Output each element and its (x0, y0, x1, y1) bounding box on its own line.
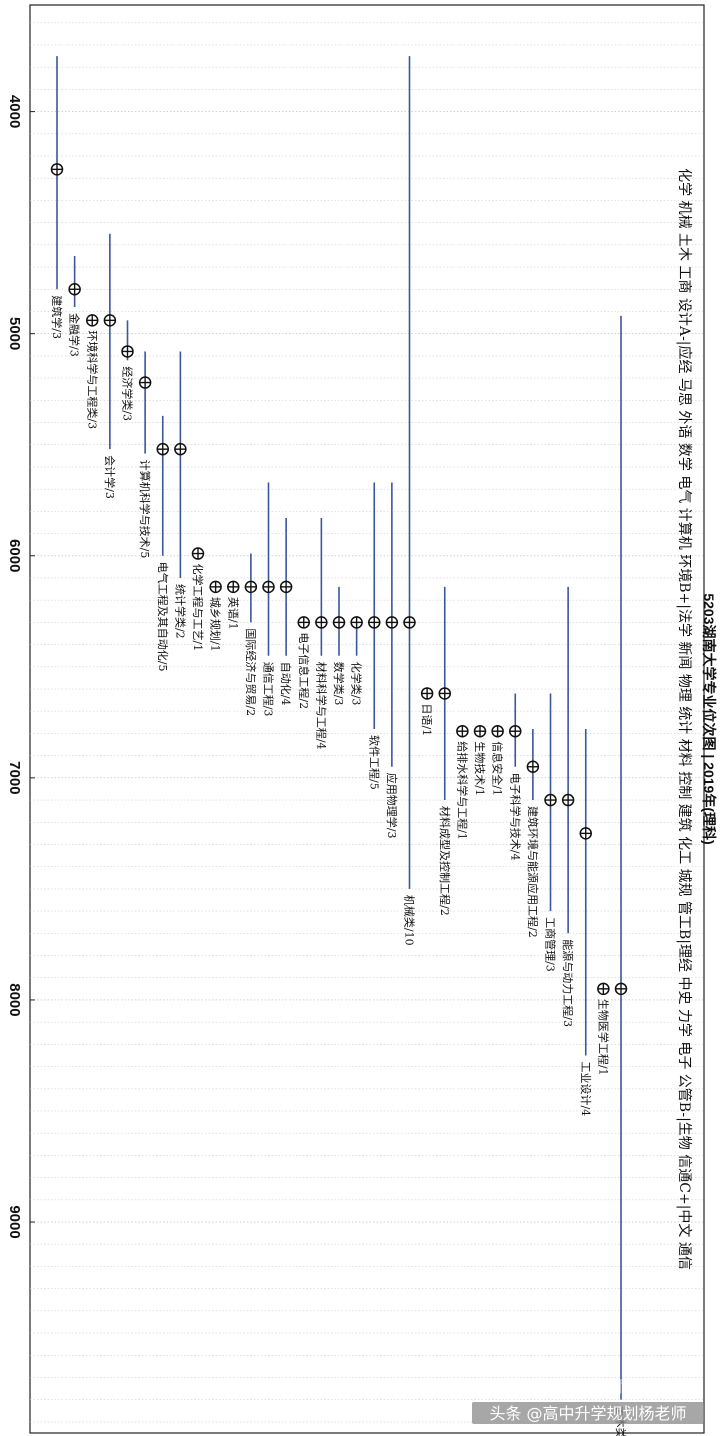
data-point: 建筑环境与能源应用工程/2 (526, 728, 540, 938)
data-point: 建筑学/3 (50, 56, 64, 339)
point-label: 材料科学与工程/4 (314, 662, 328, 750)
watermark-faint: 慧谷高中升学规划杨老师 (450, 1377, 626, 1396)
point-label: 材料成型及控制工程/2 (438, 806, 452, 916)
point-label: 生物医学工程/1 (596, 999, 610, 1076)
watermark-bg (472, 1402, 704, 1424)
chart-legend: 化学 机械 土木 工商 设计A-|应经 马思 外语 数学 电气 计算机 环境B+… (676, 168, 693, 1270)
y-tick-label: 7000 (6, 761, 23, 794)
point-label: 城乡规划/1 (209, 597, 223, 652)
plot-frame (29, 4, 705, 1434)
point-label: 数学类/3 (332, 662, 346, 706)
data-point: 经济学类/3 (121, 320, 135, 421)
data-point: 材料科学与工程/4 (314, 518, 328, 749)
data-point: 金融学/3 (68, 255, 82, 357)
data-point: 软件工程/5 (367, 482, 381, 790)
point-label: 统计学类/2 (173, 584, 187, 639)
point-label: 会计学/3 (103, 455, 117, 499)
data-point: 工商管理/3 (544, 693, 558, 972)
point-label: 化学类/3 (350, 662, 364, 706)
point-label: 经济学类/3 (121, 366, 135, 421)
point-label: 工业设计/4 (579, 1061, 592, 1116)
point-label: 电子信息工程/2 (297, 632, 311, 709)
point-label: 机械类/10 (403, 895, 417, 946)
y-tick-label: 8000 (6, 983, 23, 1016)
data-point: 环境科学与工程类/3 (85, 314, 99, 429)
y-tick-label: 4000 (6, 95, 23, 128)
data-point: 机械类/10 (403, 56, 417, 946)
watermark: 头条 @高中升学规划杨老师 (489, 1404, 686, 1423)
data-point: 计算机科学与技术/5 (138, 351, 152, 558)
point-label: 生物技术/1 (473, 741, 487, 796)
point-label: 工商管理/3 (544, 917, 558, 972)
data-series: 建筑学/3 金融学/3 环境科学与工程类/3 会计学/3 经济学类/3 计算机科学与技术/… (50, 56, 628, 1436)
point-label: 化学工程与工艺/1 (191, 564, 205, 652)
grid (30, 22, 704, 1423)
point-label: 建筑学/3 (50, 295, 64, 339)
data-point: 数学类/3 (332, 586, 346, 706)
data-point: 给排水科学与工程/1 (455, 724, 469, 840)
point-label: 环境科学与工程类/3 (85, 330, 99, 429)
data-point: 电气工程及其自动化/5 (156, 415, 170, 672)
data-point: 生物医学工程/1 (596, 982, 610, 1076)
data-point: 日语/1 (420, 687, 434, 736)
data-point: 工业设计/4 (579, 728, 592, 1116)
data-point: 自动化/4 (279, 518, 293, 705)
data-point: 应用物理学/3 (385, 482, 399, 838)
point-label: 英语/1 (226, 597, 240, 630)
data-point: 通信工程/3 (262, 482, 275, 716)
point-label: 自动化/4 (279, 662, 293, 706)
y-tick-label: 9000 (6, 1205, 23, 1238)
point-label: 建筑环境与能源应用工程/2 (526, 806, 540, 938)
point-label: 电气工程及其自动化/5 (156, 562, 170, 672)
point-label: 日语/1 (420, 703, 433, 736)
point-label: 金融学/3 (68, 313, 82, 357)
data-point: 生物技术/1 (473, 724, 487, 796)
y-ticks: 4000 5000 6000 7000 8000 9000 (6, 95, 35, 1239)
data-point: 英语/1 (226, 580, 240, 630)
point-label: 信息安全/1 (491, 741, 505, 796)
data-point: 电子科学与技术/4 (508, 693, 522, 860)
point-label: 通信工程/3 (262, 662, 275, 717)
y-tick-label: 6000 (6, 539, 23, 572)
data-point: 能源与动力工程/3 (561, 586, 575, 1027)
point-label: 电子科学与技术/4 (508, 773, 522, 861)
data-point: 化学工程与工艺/1 (191, 547, 205, 652)
data-point: 统计学类/2 (173, 351, 187, 639)
point-label: 给排水科学与工程/1 (455, 741, 469, 840)
data-point: 信息安全/1 (491, 724, 505, 796)
point-label: 应用物理学/3 (385, 773, 399, 839)
data-point: 材料成型及控制工程/2 (438, 586, 452, 916)
point-label: 国际经济与贸易/2 (244, 628, 258, 716)
data-point: 化学类/3 (350, 616, 364, 706)
data-point: 电子信息工程/2 (297, 616, 311, 709)
point-label: 能源与动力工程/3 (561, 939, 575, 1027)
chart-title: 5203湖南大学专业位次图 | 2019年(理科) (701, 593, 717, 844)
point-label: 计算机科学与技术/5 (138, 460, 152, 559)
data-point: 城乡规划/1 (209, 580, 223, 652)
point-label: 软件工程/5 (367, 735, 381, 790)
y-tick-label: 5000 (6, 317, 23, 350)
data-point: 会计学/3 (103, 233, 117, 499)
data-point: 国际经济与贸易/2 (244, 553, 258, 716)
